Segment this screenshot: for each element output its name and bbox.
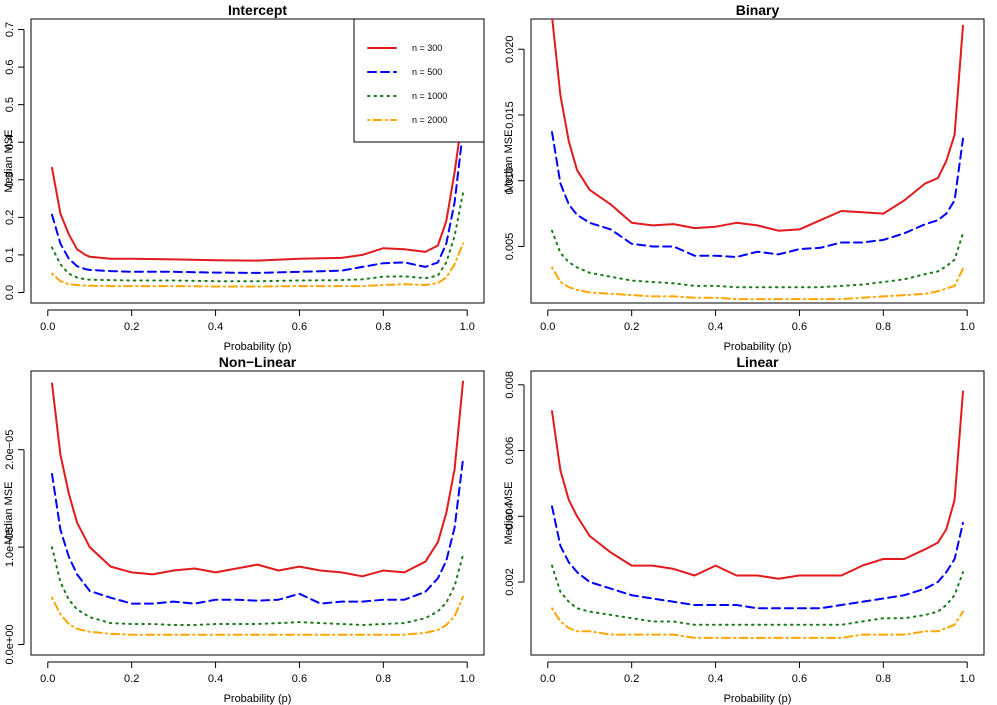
- plot-frame: [530, 370, 985, 656]
- series-line-1000: [51, 191, 464, 283]
- legend-label: n = 500: [412, 67, 442, 77]
- x-tick-label: 0.6: [292, 673, 307, 685]
- x-axis-label: Probability (p): [724, 341, 792, 353]
- y-axis-label: Median MSE: [3, 130, 15, 193]
- x-tick-label: 0.2: [124, 673, 139, 685]
- y-tick-label: 1.0e−05: [4, 527, 16, 567]
- y-tick-label: 0.015: [504, 101, 516, 129]
- series-line-2000: [51, 242, 464, 288]
- series-line-1000: [551, 229, 964, 289]
- x-axis: 0.0 0.2 0.4 0.6 0.8 1.0 Probability (p): [540, 309, 975, 353]
- x-tick-label: 0.2: [624, 673, 639, 685]
- chart-title: Binary: [736, 2, 780, 18]
- y-tick-label: 2.0e−05: [4, 430, 16, 470]
- x-tick-label: 0.6: [792, 673, 807, 685]
- x-axis-label: Probability (p): [724, 693, 792, 705]
- x-tick-label: 0.4: [208, 673, 223, 685]
- legend-label: n = 1000: [412, 91, 447, 101]
- x-tick-label: 0.0: [40, 321, 55, 333]
- legend: n = 300 n = 500 n = 1000 n = 2000: [353, 18, 485, 143]
- y-tick-label: 0.3: [4, 172, 16, 187]
- y-tick-label: 0.2: [4, 210, 16, 225]
- x-axis: 0.0 0.2 0.4 0.6 0.8 1.0 Probability (p): [40, 309, 475, 353]
- x-axis: 0.0 0.2 0.4 0.6 0.8 1.0 Probability (p): [540, 661, 975, 705]
- x-tick-label: 0.4: [208, 321, 223, 333]
- x-tick-label: 1.0: [460, 673, 475, 685]
- chart-title: Linear: [736, 354, 779, 370]
- x-tick-label: 0.8: [376, 321, 391, 333]
- x-tick-label: 0.0: [540, 673, 555, 685]
- x-tick-label: 0.0: [40, 673, 55, 685]
- chart-title: Non−Linear: [219, 354, 297, 370]
- series-line-500: [551, 131, 964, 258]
- y-axis: 0.0e+00 1.0e−05 2.0e−05 Median MSE: [3, 430, 25, 665]
- panel-2: Non−Linear 0.0 0.2 0.4 0.6 0.8 1.0 Probability …: [3, 354, 485, 705]
- y-tick-label: 0.6: [4, 59, 16, 74]
- y-axis: 0.002 0.004 0.006 0.008 Median MSE: [503, 371, 525, 596]
- y-tick-label: 0.020: [504, 35, 516, 63]
- y-tick-label: 0.5: [4, 97, 16, 112]
- x-tick-label: 1.0: [960, 321, 975, 333]
- x-axis-label: Probability (p): [224, 693, 292, 705]
- x-tick-label: 0.2: [124, 321, 139, 333]
- x-tick-label: 0.8: [376, 673, 391, 685]
- y-axis: 0.005 0.010 0.015 0.020 Median MSE: [503, 35, 525, 261]
- y-tick-label: 0.002: [504, 568, 516, 596]
- y-tick-label: 0.1: [4, 247, 16, 262]
- series-line-2000: [51, 595, 464, 636]
- series-line-500: [51, 458, 464, 605]
- y-axis-label: Median MSE: [503, 482, 515, 545]
- series-line-1000: [551, 564, 964, 626]
- legend-box: [353, 18, 485, 143]
- x-tick-label: 1.0: [960, 673, 975, 685]
- y-axis: 0.0 0.1 0.2 0.3 0.4 0.5 0.6 0.7 Median MSE: [3, 22, 25, 300]
- y-tick-label: 0.0: [4, 285, 16, 300]
- series-line-300: [551, 19, 964, 232]
- x-axis-label: Probability (p): [224, 341, 292, 353]
- series-line-2000: [551, 266, 964, 301]
- y-axis-label: Median MSE: [3, 482, 15, 545]
- y-tick-label: 0.010: [504, 167, 516, 195]
- series-line-2000: [551, 607, 964, 639]
- y-tick-label: 0.004: [504, 503, 516, 531]
- legend-label: n = 2000: [412, 115, 447, 125]
- series-group: [51, 111, 464, 288]
- x-tick-label: 0.6: [792, 321, 807, 333]
- panel-0: Intercept 0.0 0.2 0.4 0.6 0.8 1.0 Probability (…: [3, 2, 485, 353]
- series-line-500: [551, 505, 964, 610]
- plot-frame: [30, 370, 485, 656]
- series-group: [551, 390, 964, 639]
- y-tick-label: 0.006: [504, 437, 516, 465]
- y-tick-label: 0.005: [504, 233, 516, 261]
- plot-frame: [530, 18, 985, 304]
- series-line-500: [51, 129, 464, 274]
- x-tick-label: 1.0: [460, 321, 475, 333]
- chart-title: Intercept: [228, 2, 287, 18]
- y-axis-label: Median MSE: [503, 130, 515, 193]
- series-line-1000: [51, 546, 464, 626]
- series-group: [51, 380, 464, 636]
- x-tick-label: 0.4: [708, 673, 723, 685]
- x-axis: 0.0 0.2 0.4 0.6 0.8 1.0 Probability (p): [40, 661, 475, 705]
- x-tick-label: 0.6: [292, 321, 307, 333]
- series-line-300: [51, 380, 464, 578]
- x-tick-label: 0.8: [876, 321, 891, 333]
- x-tick-label: 0.4: [708, 321, 723, 333]
- y-tick-label: 0.008: [504, 371, 516, 399]
- y-tick-label: 0.7: [4, 22, 16, 37]
- series-group: [551, 19, 964, 301]
- series-line-300: [51, 111, 464, 262]
- x-tick-label: 0.8: [876, 673, 891, 685]
- legend-label: n = 300: [412, 43, 442, 53]
- series-line-300: [551, 390, 964, 580]
- x-tick-label: 0.0: [540, 321, 555, 333]
- x-tick-label: 0.2: [624, 321, 639, 333]
- y-tick-label: 0.0e+00: [4, 624, 16, 664]
- plot-frame: [30, 18, 485, 304]
- y-tick-label: 0.4: [4, 135, 16, 150]
